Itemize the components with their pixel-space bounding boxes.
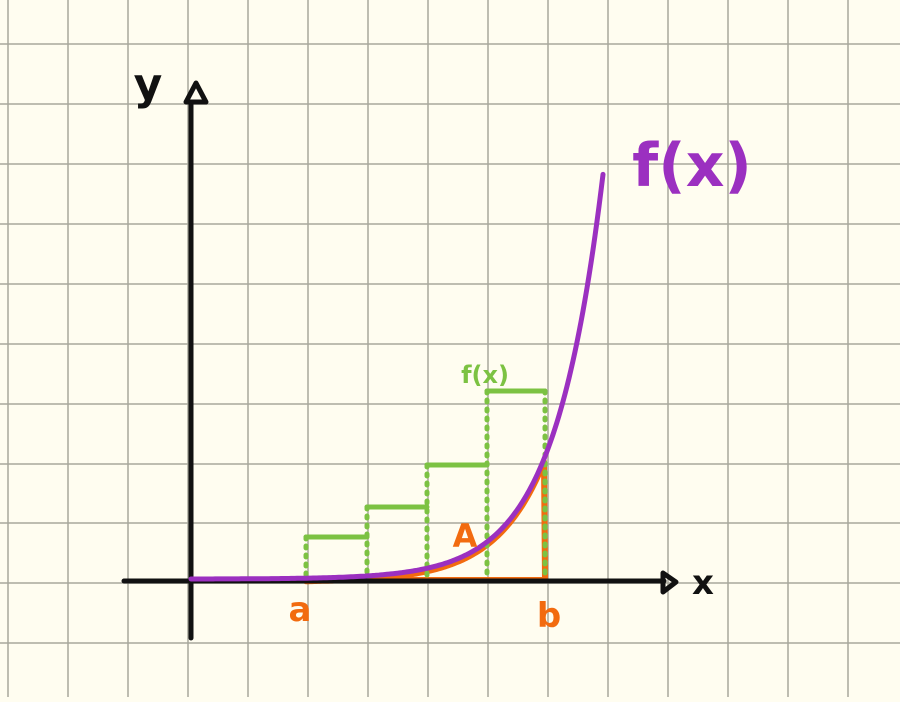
y-axis-arrow-icon	[183, 80, 209, 105]
riemann-rectangles	[303, 388, 548, 540]
riemann-label: f(x)	[461, 361, 509, 389]
lower-bound-label: a	[289, 590, 312, 630]
area-label: A	[453, 517, 478, 555]
riemann-dotted-sides	[303, 388, 548, 583]
axes	[121, 80, 679, 641]
x-axis-label: x	[692, 563, 714, 603]
y-axis-label: y	[134, 59, 163, 110]
x-axis-arrow-icon	[660, 570, 679, 595]
function-curve	[188, 171, 606, 582]
upper-bound-label: b	[537, 596, 561, 636]
curve-label: f(x)	[632, 131, 752, 201]
